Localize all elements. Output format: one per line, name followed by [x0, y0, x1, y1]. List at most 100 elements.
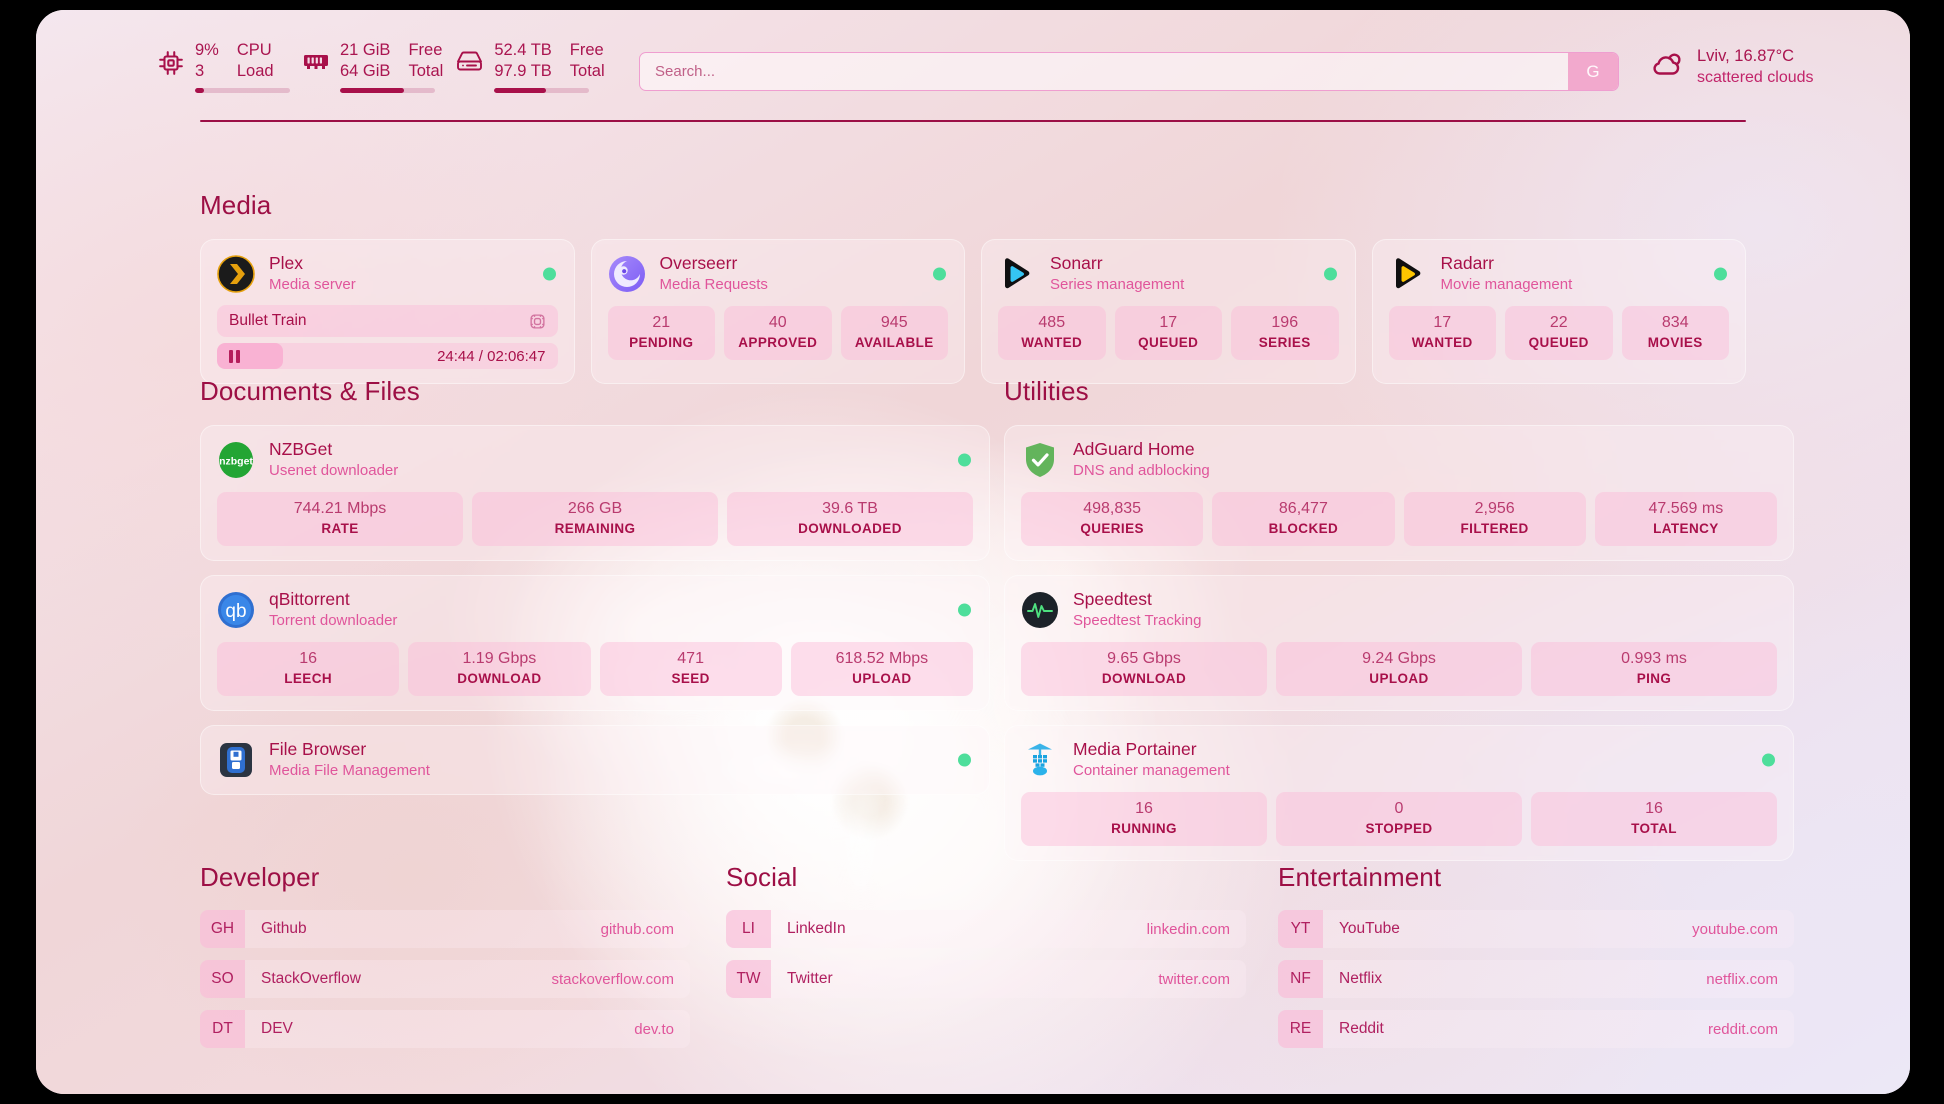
bookmark-abbr: LI [726, 910, 771, 948]
app-card-nzbget[interactable]: nzbget NZBGet Usenet downloader 744.21 Mbps… [200, 425, 990, 561]
app-card-header: qb qBittorrent Torrent downloader [217, 589, 973, 630]
stat-label: AVAILABLE [854, 335, 934, 350]
bookmark-item-reddit[interactable]: RE Reddit reddit.com [1278, 1010, 1794, 1048]
bookmark-url: reddit.com [1707, 1020, 1778, 1038]
app-card-radarr[interactable]: Radarr Movie management 17 WANTED 22 QUEUED 83… [1371, 239, 1746, 384]
app-card-media-portainer[interactable]: Media Portainer Container management 16 RUN… [1004, 725, 1794, 861]
bookmark-url: stackoverflow.com [551, 970, 674, 988]
now-playing-title: Bullet Train [229, 312, 307, 329]
bookmark-item-github[interactable]: GH Github github.com [200, 910, 690, 948]
stat-label: DOWNLOADED [798, 521, 902, 536]
stat-value: 16 [299, 650, 318, 667]
svg-text:qb: qb [225, 601, 246, 622]
system-stat-readout: 9% 3 CPU Load [195, 40, 290, 93]
weather-widget[interactable]: Lviv, 16.87°C scattered clouds [1649, 46, 1814, 88]
top-bar: 9% 3 CPU Load 21 GiB 64 GiB Free Total 52.4 TB 97… [36, 10, 1910, 122]
bookmark-item-twitter[interactable]: TW Twitter twitter.com [726, 960, 1246, 998]
bookmark-item-youtube[interactable]: YT YouTube youtube.com [1278, 910, 1794, 948]
stat-label: UPLOAD [1369, 671, 1429, 686]
bookmark-item-linkedin[interactable]: LI LinkedIn linkedin.com [726, 910, 1246, 948]
app-stats-row: 485 WANTED 17 QUEUED 196 SERIES [998, 306, 1339, 360]
stat-tile: 16 LEECH [217, 642, 400, 696]
app-card-header: File Browser Media File Management [217, 739, 973, 780]
stat-tile: 17 WANTED [1388, 306, 1496, 360]
stat-label: REMAINING [554, 521, 636, 536]
bookmark-list: YT YouTube youtube.com NF Netflix netflix.com… [1278, 910, 1794, 1048]
status-badge [933, 267, 946, 280]
search-area: G [639, 52, 1619, 91]
app-card-header: Radarr Movie management [1389, 253, 1730, 294]
documents-card-stack: nzbget NZBGet Usenet downloader 744.21 Mbps… [200, 425, 990, 795]
bookmark-url: github.com [600, 920, 674, 938]
app-card-text: Sonarr Series management [1050, 253, 1184, 294]
stat-tile: 1.19 Gbps DOWNLOAD [408, 642, 591, 696]
stat-tile: 266 GB REMAINING [472, 492, 718, 546]
bookmark-abbr: TW [726, 960, 771, 998]
stat-tile: 22 QUEUED [1505, 306, 1613, 360]
system-stat-readout: 21 GiB 64 GiB Free Total [340, 40, 443, 93]
bookmark-name: Reddit [1339, 1020, 1384, 1037]
stat-tile: 2,956 FILTERED [1403, 492, 1586, 546]
system-stat-ram: 21 GiB 64 GiB Free Total [303, 40, 443, 93]
app-name: qBittorrent [269, 589, 350, 609]
stat-label: LATENCY [1653, 521, 1719, 536]
app-card-text: Overseerr Media Requests [660, 253, 768, 294]
bookmark-item-stackoverflow[interactable]: SO StackOverflow stackoverflow.com [200, 960, 690, 998]
bookmark-url: youtube.com [1692, 920, 1778, 938]
stat-label: APPROVED [738, 335, 818, 350]
status-badge [1323, 267, 1337, 280]
search-submit-button[interactable]: G [1568, 53, 1618, 90]
bookmark-url: dev.to [634, 1020, 674, 1038]
stat-value: 834 [1661, 314, 1689, 331]
app-card-header: Media Portainer Container management [1021, 739, 1777, 780]
bookmark-group-title: Social [726, 862, 798, 892]
search-input[interactable] [640, 63, 1568, 80]
app-card-qbittorrent[interactable]: qb qBittorrent Torrent downloader 16 LEECH 1.… [200, 575, 990, 711]
app-card-text: Speedtest Speedtest Tracking [1073, 589, 1201, 630]
playback-progress-bar[interactable]: 24:44 / 02:06:47 [217, 343, 558, 369]
stat-tile: 498,835 QUERIES [1021, 492, 1204, 546]
app-card-header: Plex Media server [217, 253, 558, 294]
stat-value: 471 [677, 650, 704, 667]
stat-values-column: 52.4 TB 97.9 TB [494, 40, 551, 81]
app-card-adguard-home[interactable]: AdGuard Home DNS and adblocking 498,835 QUE… [1004, 425, 1794, 561]
app-card-file-browser[interactable]: File Browser Media File Management [200, 725, 990, 795]
app-name: NZBGet [269, 439, 333, 459]
stat-label: RUNNING [1111, 821, 1177, 836]
media-section: Media Plex Media server Bullet Train 24:44 … [200, 190, 1746, 384]
stat-value: 52.4 TB [494, 40, 552, 59]
system-usage-bar [494, 87, 590, 93]
app-name: Radarr [1440, 253, 1495, 273]
portainer-logo [1021, 741, 1059, 779]
pause-icon[interactable] [229, 349, 240, 363]
stat-value: 0 [1394, 800, 1404, 817]
system-stat-disk: 52.4 TB 97.9 TB Free Total [456, 40, 605, 93]
app-subtitle: Usenet downloader [269, 462, 399, 479]
app-card-overseerr[interactable]: Overseerr Media Requests 21 PENDING 40 APPROV… [590, 239, 965, 384]
stat-tile: 86,477 BLOCKED [1212, 492, 1395, 546]
search-box[interactable]: G [639, 52, 1619, 91]
app-card-sonarr[interactable]: Sonarr Series management 485 WANTED 17 QUEUED… [981, 239, 1356, 384]
weather-description: scattered clouds [1697, 69, 1814, 86]
stat-value: 40 [768, 314, 787, 331]
app-card-speedtest[interactable]: Speedtest Speedtest Tracking 9.65 Gbps DOWN… [1004, 575, 1794, 711]
app-name: Sonarr [1050, 253, 1103, 273]
stat-tile: 16 RUNNING [1021, 792, 1267, 846]
app-stats-row: 9.65 Gbps DOWNLOAD 9.24 Gbps UPLOAD 0.993 ms… [1021, 642, 1777, 696]
app-name: Plex [269, 253, 304, 273]
cast-icon[interactable] [529, 313, 546, 330]
disk-icon [456, 50, 483, 77]
bookmark-item-dev[interactable]: DT DEV dev.to [200, 1010, 690, 1048]
bookmark-url: twitter.com [1158, 970, 1230, 988]
app-name: Overseerr [659, 253, 738, 273]
bookmark-list: GH Github github.com SO StackOverflow stackov… [200, 910, 690, 1048]
app-name: File Browser [269, 739, 367, 759]
stat-label: TOTAL [1631, 821, 1677, 836]
bookmark-item-netflix[interactable]: NF Netflix netflix.com [1278, 960, 1794, 998]
app-card-plex[interactable]: Plex Media server Bullet Train 24:44 / 02:0… [200, 239, 575, 384]
stat-label: STOPPED [1365, 821, 1433, 836]
stat-tile: 0.993 ms PING [1531, 642, 1777, 696]
stat-value: 97.9 TB [494, 61, 552, 80]
stat-tile: 0 STOPPED [1276, 792, 1522, 846]
bookmark-name: DEV [261, 1020, 293, 1037]
